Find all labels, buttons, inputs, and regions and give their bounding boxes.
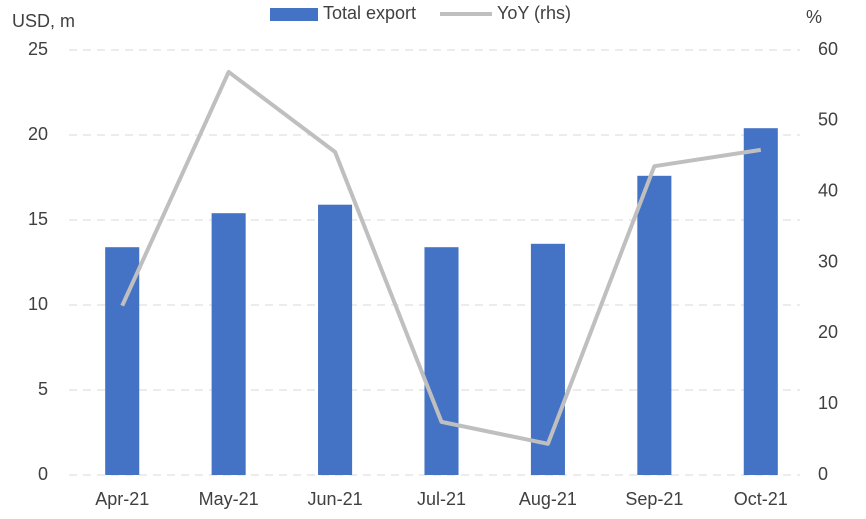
y2-tick-label: 30 bbox=[818, 251, 838, 271]
y2-tick-label: 10 bbox=[818, 393, 838, 413]
bar bbox=[211, 213, 246, 475]
x-tick-label: Apr-21 bbox=[95, 489, 149, 509]
bar bbox=[743, 128, 778, 475]
y-tick-label: 25 bbox=[28, 39, 48, 59]
x-tick-label: Oct-21 bbox=[734, 489, 788, 509]
legend-label: Total export bbox=[323, 3, 416, 23]
y2-tick-label: 20 bbox=[818, 322, 838, 342]
y-tick-label: 0 bbox=[38, 464, 48, 484]
x-tick-label: Aug-21 bbox=[519, 489, 577, 509]
x-tick-label: Jun-21 bbox=[308, 489, 363, 509]
y-axis-title: USD, m bbox=[12, 11, 75, 31]
y2-tick-label: 50 bbox=[818, 110, 838, 130]
y-tick-label: 15 bbox=[28, 209, 48, 229]
y2-tick-label: 60 bbox=[818, 39, 838, 59]
x-tick-label: Jul-21 bbox=[417, 489, 466, 509]
y-tick-label: 5 bbox=[38, 379, 48, 399]
line bbox=[120, 69, 762, 446]
y2-tick-label: 40 bbox=[818, 180, 838, 200]
x-tick-label: Sep-21 bbox=[625, 489, 683, 509]
y2-tick-label: 0 bbox=[818, 464, 828, 484]
legend-label: YoY (rhs) bbox=[497, 3, 571, 23]
legend-swatch bbox=[270, 8, 318, 21]
x-tick-label: May-21 bbox=[199, 489, 259, 509]
bar bbox=[530, 243, 565, 475]
bar bbox=[318, 204, 353, 475]
bar bbox=[424, 247, 459, 475]
y-tick-label: 10 bbox=[28, 294, 48, 314]
y-tick-label: 20 bbox=[28, 124, 48, 144]
y2-axis-title: % bbox=[806, 7, 822, 27]
bar bbox=[637, 175, 672, 476]
